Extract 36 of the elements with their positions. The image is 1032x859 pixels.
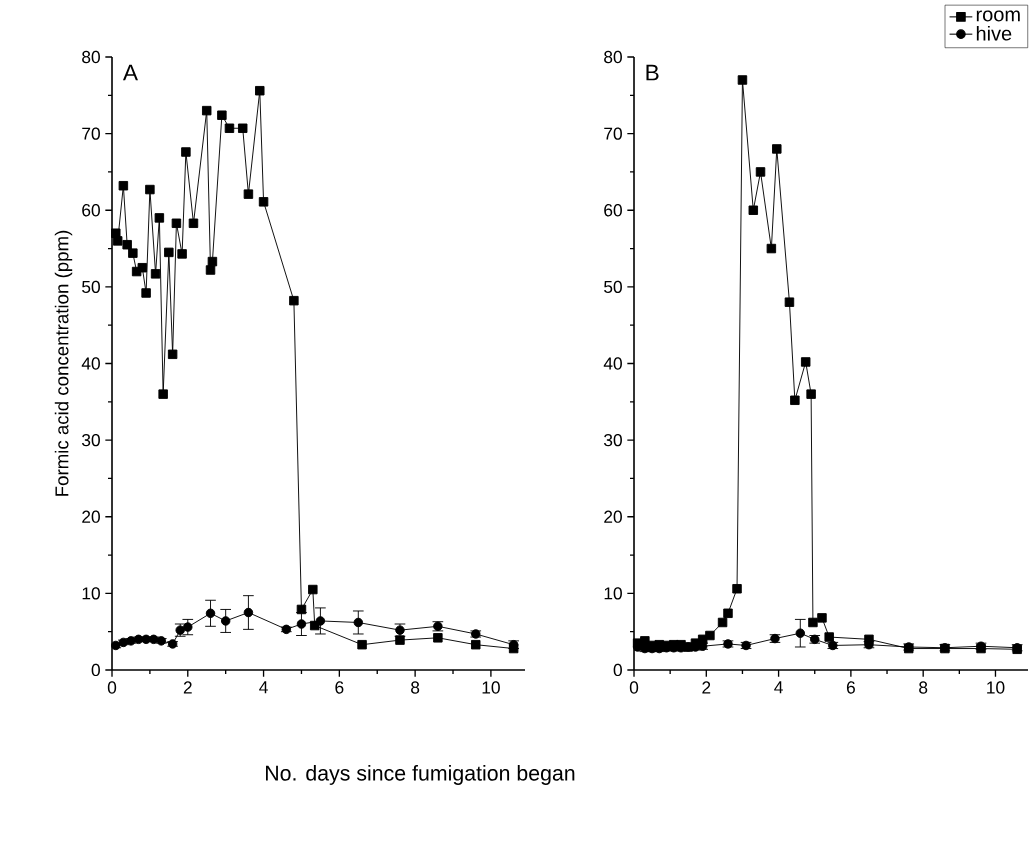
y-tick-label: 20 <box>82 510 100 523</box>
x-tick-label: 2 <box>183 681 192 694</box>
x-tick-label: 0 <box>107 681 117 694</box>
y-tick-label: 0 <box>613 663 622 677</box>
y-tick-label: 20 <box>604 510 622 523</box>
y-tick-label: 80 <box>82 50 100 64</box>
y-tick-label: 80 <box>604 50 622 64</box>
x-tick-label: 4 <box>259 681 268 694</box>
x-tick-label: 8 <box>411 681 420 694</box>
annotation: B <box>646 64 659 81</box>
annotation: A <box>122 64 138 81</box>
y-tick-label: 10 <box>604 587 622 600</box>
x-tick-label: 6 <box>335 681 344 694</box>
x-axis-title: No. days since fumigation began <box>266 765 575 785</box>
x-tick-label: 10 <box>987 681 1005 694</box>
y-tick-label: 30 <box>82 433 100 447</box>
legend-label: hive <box>976 25 1012 41</box>
x-tick-label: 8 <box>919 681 928 694</box>
y-tick-label: 60 <box>82 204 100 217</box>
y-tick-label: 0 <box>91 663 100 677</box>
x-tick-label: 4 <box>774 681 783 694</box>
x-tick-label: 2 <box>702 681 711 694</box>
y-tick-label: 70 <box>82 127 100 140</box>
y-tick-label: 10 <box>82 587 100 600</box>
y-tick-label: 50 <box>604 280 622 293</box>
y-tick-label: 50 <box>82 280 100 293</box>
y-tick-label: 40 <box>81 357 100 370</box>
y-tick-label: 40 <box>603 357 622 370</box>
y-axis-title: Formic acid concentration (ppm) <box>54 230 73 496</box>
x-tick-label: 0 <box>629 681 639 694</box>
x-tick-label: 10 <box>482 681 500 694</box>
y-tick-label: 70 <box>604 127 622 140</box>
y-tick-label: 60 <box>604 204 622 217</box>
legend-label: room <box>976 10 1020 22</box>
y-tick-label: 30 <box>604 433 622 447</box>
x-tick-label: 6 <box>846 681 855 694</box>
